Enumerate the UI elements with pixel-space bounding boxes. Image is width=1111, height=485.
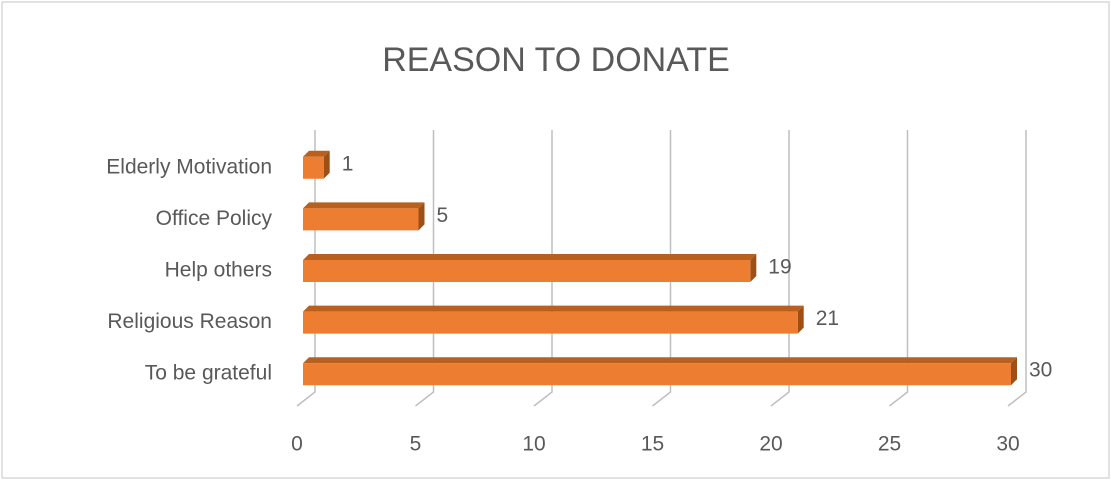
bar-top [303,254,757,260]
bar [303,150,330,179]
x-tick-label: 30 [996,433,1019,456]
data-label: 5 [437,204,449,227]
grid-line [652,130,672,407]
bar-side [1011,357,1017,386]
y-tick-label: Help others [165,259,272,282]
x-tick-label: 15 [641,433,664,456]
grid-line [770,130,790,407]
bar-front [303,156,324,179]
bar [303,305,804,334]
bar-top [303,305,804,312]
x-tick-label: 0 [291,433,303,456]
chart-title: REASON TO DONATE [382,41,730,79]
data-label: 30 [1029,359,1052,382]
data-label: 21 [816,307,839,330]
bar-side [418,202,425,231]
x-tick-label: 20 [759,433,782,456]
data-label: 1 [342,152,354,175]
bar-top [303,357,1017,364]
y-tick-label: Office Policy [156,207,273,230]
grid-line [415,130,435,407]
bar [303,202,425,231]
x-tick-label: 5 [410,433,422,456]
x-tick-label: 25 [878,433,901,456]
grid-line [889,130,909,407]
y-tick-label: To be grateful [145,362,272,385]
bar-top [303,202,425,209]
y-tick-label: Religious Reason [107,310,272,333]
bar-front [303,208,419,231]
bar-front [303,260,751,282]
bar [303,254,757,282]
bar-side [750,254,757,282]
data-label: 19 [768,256,791,279]
bar-top [303,150,330,157]
y-tick-label: Elderly Motivation [106,155,272,178]
bar-front [303,363,1011,386]
bar [303,357,1017,386]
bar-side [323,150,330,179]
grid-line [533,130,553,407]
x-tick-label: 10 [522,433,545,456]
bar-side [797,305,804,334]
grid-line [1007,130,1027,407]
bar-front [303,311,798,334]
